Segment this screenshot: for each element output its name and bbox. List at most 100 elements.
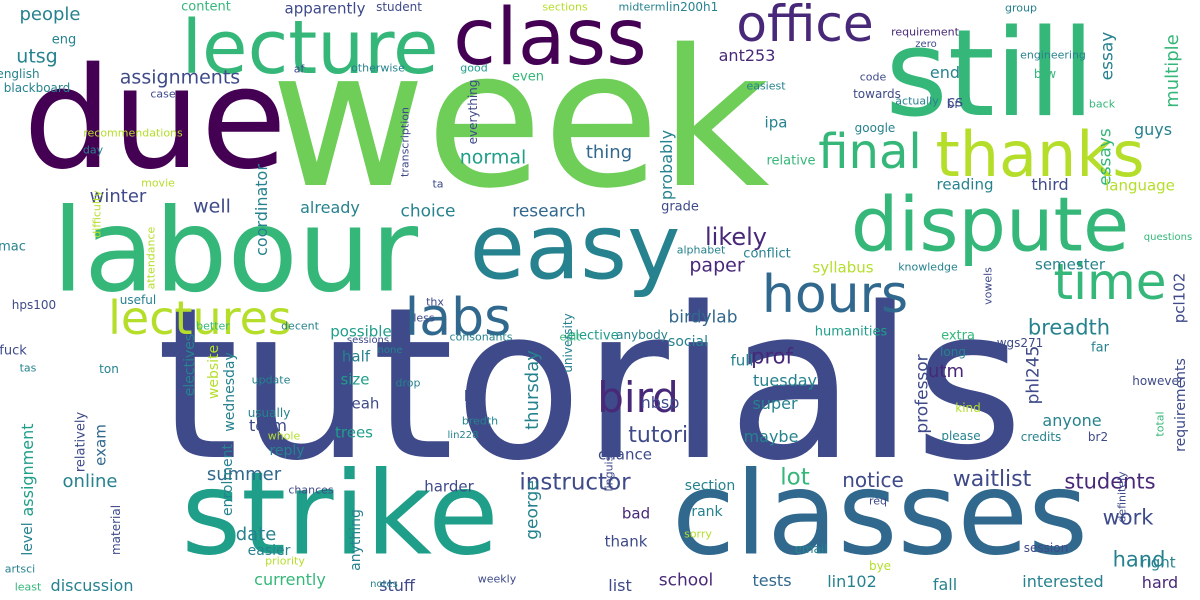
word-size: size <box>340 370 370 389</box>
word-difficulty: difficulty <box>90 190 104 238</box>
word-update: update <box>251 373 291 387</box>
word-english: english <box>0 67 40 81</box>
word-questions: questions <box>1143 232 1193 243</box>
word-list: list <box>608 576 632 595</box>
word-day: day <box>82 143 104 157</box>
word-normal: normal <box>459 146 527 169</box>
word-instructor: instructor <box>519 469 631 496</box>
word-engineering: engineering <box>1020 48 1086 62</box>
word-blackboard: blackboard <box>3 81 71 95</box>
word-full: full <box>730 351 754 370</box>
word-relatively: relatively <box>73 411 89 473</box>
word-breadth: breadth <box>1027 315 1111 340</box>
word-grade: grade <box>661 199 699 215</box>
word-due: due <box>23 38 287 201</box>
word-third: third <box>1031 175 1069 194</box>
word-midterm: midterm <box>618 0 666 14</box>
word-ant253: ant253 <box>718 46 776 65</box>
word-section: section <box>684 478 736 494</box>
word-easiest: easiest <box>746 79 786 93</box>
word-transcription: transcription <box>398 107 412 177</box>
word-prof: prof <box>751 344 793 369</box>
word-super: super <box>752 394 798 413</box>
word-case: case <box>150 87 176 101</box>
word-towards: towards <box>853 87 901 101</box>
word-extra: extra <box>941 328 975 344</box>
word-requirements: requirements <box>1173 358 1189 452</box>
word-relative: relative <box>766 153 816 169</box>
word-possible: possible <box>330 322 392 341</box>
word-summer: summer <box>206 464 282 485</box>
word-far: far <box>1091 340 1109 356</box>
word-attendance: attendance <box>144 226 158 290</box>
word-assignments: assignments <box>119 66 241 89</box>
word-alphabet: alphabet <box>676 243 726 257</box>
word-already: already <box>300 198 360 217</box>
word-fall: fall <box>932 575 958 594</box>
word-everything: everything <box>466 79 480 145</box>
word-people: people <box>19 4 81 25</box>
word-birdylab: birdylab <box>668 307 738 328</box>
word-easy: easy <box>469 195 681 300</box>
word-kind: kind <box>955 401 981 415</box>
word-movie: movie <box>141 176 175 190</box>
word-chance: chance <box>598 445 652 464</box>
word-electives: electives <box>182 333 198 397</box>
word-tests: tests <box>752 571 792 590</box>
word-tuesday: tuesday <box>752 371 818 390</box>
word-chances: chances <box>288 483 334 497</box>
word-af: af <box>293 62 305 76</box>
word-guys: guys <box>1133 120 1173 139</box>
word-utm: utm <box>928 361 964 382</box>
word-session: session <box>1023 541 1069 555</box>
word-ipa: ipa <box>764 113 788 132</box>
word-paper: paper <box>689 254 745 277</box>
word-tas: tas <box>19 361 37 375</box>
word-labour: labour <box>52 184 418 319</box>
word-lin102: lin102 <box>827 572 877 591</box>
word-useful: useful <box>119 293 157 307</box>
word-online: online <box>62 471 118 492</box>
word-discussion: discussion <box>50 576 134 595</box>
word-least: least <box>14 580 42 594</box>
word-school: school <box>658 570 714 591</box>
word-linguistics: linguistics <box>602 436 616 492</box>
word-eng: eng <box>51 32 77 48</box>
word-well: well <box>193 195 231 218</box>
word-even: even <box>512 69 544 85</box>
word-drop: drop <box>395 376 421 390</box>
word-otherwise: otherwise <box>351 61 405 75</box>
word-group: group <box>1005 1 1037 15</box>
word-website: website <box>206 344 222 400</box>
word-sorry: sorry <box>684 527 712 541</box>
word-consonants: consonants <box>449 330 513 344</box>
word-rank: rank <box>691 504 723 520</box>
word-ton: ton <box>99 362 119 376</box>
word-probably: probably <box>657 129 676 201</box>
word-labs: labs <box>404 288 512 348</box>
word-work: work <box>1102 505 1154 530</box>
word-thx: thx <box>426 295 444 309</box>
word-hours: hours <box>761 265 909 325</box>
word-vowels: vowels <box>981 267 995 305</box>
word-bredth: bredth <box>461 414 499 428</box>
word-sections: sections <box>542 0 588 14</box>
word-winter: winter <box>89 186 147 207</box>
word-bird: bird <box>597 373 679 422</box>
word-thank: thank <box>604 532 648 551</box>
word-anyone: anyone <box>1042 411 1102 430</box>
word-week: week <box>270 9 770 230</box>
word-content: content <box>181 0 231 15</box>
word-requirement: requirement <box>891 25 959 39</box>
word-university: university <box>561 313 575 373</box>
word-language: language <box>1105 176 1175 195</box>
word-waitlist: waitlist <box>952 467 1032 492</box>
word-exam: exam <box>91 424 110 466</box>
word-enrolment: enrolment <box>220 443 236 517</box>
word-phl245: phl245 <box>1023 345 1044 405</box>
word-lol: lol <box>463 389 481 405</box>
word-req: req <box>868 494 888 508</box>
word-interested: interested <box>1022 572 1104 591</box>
word-elective: elective <box>567 328 619 344</box>
